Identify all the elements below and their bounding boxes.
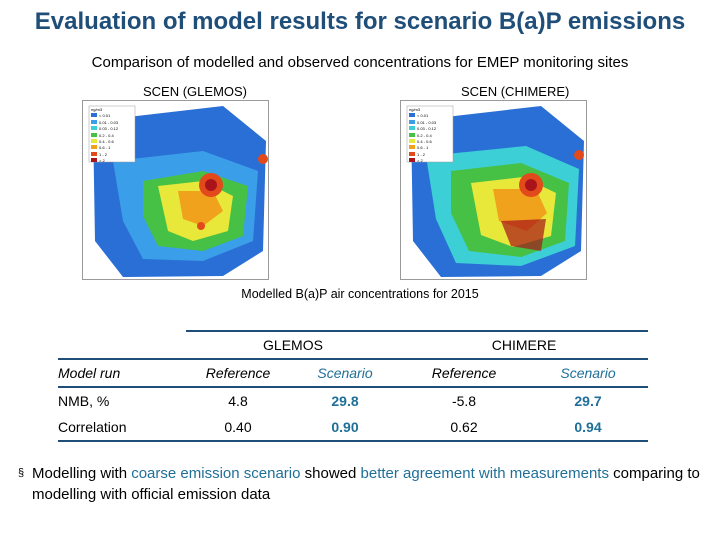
legend-entry: 0.03 - 0.12: [91, 126, 118, 132]
nmb-glemos-scenario: 29.8: [331, 393, 359, 409]
legend-swatch: [409, 126, 415, 131]
map-label-chimere: SCEN (CHIMERE): [461, 84, 570, 99]
legend-label: 0.4 - 0.6: [417, 139, 432, 145]
legend-unit: ng/m3: [409, 107, 421, 112]
legend-swatch: [409, 113, 415, 118]
legend-swatch: [91, 145, 97, 150]
header-chimere-reference: Reference: [400, 359, 528, 388]
column-header-row: Model run Reference Scenario Reference S…: [58, 359, 648, 388]
legend-label: 0.6 - 1: [417, 145, 429, 151]
legend-swatch: [91, 132, 97, 137]
legend-entry: 0.01 - 0.03: [91, 119, 119, 126]
header-model-run: Model run: [58, 359, 186, 388]
legend-entry: 1 - 2: [409, 151, 436, 158]
correlation-chimere-scenario: 0.94: [528, 414, 648, 442]
legend-swatch: [91, 119, 97, 124]
legend-entry: 0.6 - 1: [91, 145, 118, 151]
glemos-legend: ng/m3 < 0.01 0.01 - 0.03 0.03 - 0.12 0.2 - …: [91, 107, 118, 165]
legend-entries: < 0.01 0.01 - 0.03 0.03 - 0.12 0.2 - 0.4 0.4…: [409, 113, 436, 164]
legend-swatch: [91, 139, 97, 144]
legend-label: > 2: [417, 158, 423, 164]
bullet-text-part: comparing to modelling with official emi…: [32, 465, 700, 503]
legend-entry: > 2: [91, 158, 118, 164]
legend-label: 0.01 - 0.03: [99, 119, 119, 125]
legend-label: 1 - 2: [99, 151, 108, 157]
bullet-text-part: Modelling with: [32, 465, 132, 482]
glemos-map: ng/m3 < 0.01 0.01 - 0.03 0.03 - 0.12 0.2 - …: [82, 100, 269, 280]
bullet-highlight-agreement: better agreement with measurements: [360, 465, 609, 482]
legend-entry: 0.2 - 0.4: [91, 132, 118, 139]
chimere-map-image: [401, 101, 586, 279]
row-label-correlation: Correlation: [58, 414, 186, 442]
legend-entry: 1 - 2: [91, 151, 118, 158]
bullet-text: Modelling with coarse emission scenario …: [32, 463, 708, 505]
legend-swatch: [91, 158, 97, 163]
correlation-glemos-reference: 0.40: [186, 414, 290, 442]
legend-swatch: [409, 139, 415, 144]
legend-swatch: [409, 145, 415, 150]
legend-swatch: [409, 151, 415, 156]
bullet-marker-icon: §: [18, 467, 25, 479]
legend-swatch: [409, 119, 415, 124]
chimere-map: ng/m3 < 0.01 0.01 - 0.03 0.03 - 0.12 0.2 - …: [400, 100, 587, 280]
legend-label: 1 - 2: [417, 151, 426, 157]
legend-entry: 0.2 - 0.4: [409, 132, 436, 139]
legend-label: 0.2 - 0.4: [417, 132, 432, 138]
nmb-glemos-reference: 4.8: [228, 393, 248, 409]
legend-entry: 0.4 - 0.6: [91, 139, 118, 145]
legend-label: 0.01 - 0.03: [417, 119, 437, 125]
nmb-chimere-scenario: 29.7: [574, 393, 602, 409]
nmb-chimere-reference: -5.8: [451, 393, 477, 409]
legend-label: 0.6 - 1: [99, 145, 111, 151]
legend-entry: 0.4 - 0.6: [409, 139, 436, 145]
legend-label: < 0.01: [417, 113, 429, 119]
slide-title: Evaluation of model results for scenario…: [34, 8, 686, 35]
bullet-text-part: showed: [300, 465, 361, 482]
group-header-row: GLEMOS CHIMERE: [58, 330, 648, 360]
results-table: GLEMOS CHIMERE Model run Reference Scena…: [58, 330, 648, 442]
legend-label: > 2: [99, 158, 105, 164]
legend-label: < 0.01: [99, 113, 111, 119]
legend-label: 0.03 - 0.12: [417, 126, 437, 132]
bullet-highlight-coarse: coarse emission scenario: [131, 465, 301, 482]
legend-entry: < 0.01: [409, 113, 436, 119]
legend-label: 0.03 - 0.12: [99, 126, 119, 132]
legend-unit: ng/m3: [91, 107, 103, 112]
legend-entry: 0.03 - 0.12: [409, 126, 436, 132]
conclusion-bullet: § Modelling with coarse emission scenari…: [18, 463, 708, 505]
row-label-nmb: NMB, %: [58, 393, 110, 409]
header-glemos-scenario: Scenario: [290, 359, 400, 388]
header-chimere-scenario: Scenario: [528, 359, 648, 388]
legend-swatch: [91, 113, 97, 118]
slide-subtitle: Comparison of modelled and observed conc…: [91, 54, 629, 71]
legend-label: 0.4 - 0.6: [99, 139, 114, 145]
legend-entry: 0.01 - 0.03: [409, 119, 437, 126]
group-chimere: CHIMERE: [400, 330, 648, 360]
map-label-glemos: SCEN (GLEMOS): [143, 84, 248, 99]
glemos-map-image: [83, 101, 268, 279]
chimere-legend: ng/m3 < 0.01 0.01 - 0.03 0.03 - 0.12 0.2 - …: [409, 107, 436, 165]
correlation-chimere-reference: 0.62: [400, 414, 528, 442]
legend-swatch: [409, 132, 415, 137]
legend-entry: < 0.01: [91, 113, 118, 119]
map-caption: Modelled B(a)P air concentrations for 20…: [241, 287, 479, 301]
table-row: Correlation 0.40 0.90 0.62 0.94: [58, 414, 648, 442]
legend-swatch: [91, 126, 97, 131]
table-row: NMB, % 4.8 29.8 -5.8 29.7: [58, 387, 648, 414]
legend-entry: 0.6 - 1: [409, 145, 436, 151]
legend-swatch: [91, 151, 97, 156]
correlation-glemos-scenario: 0.90: [290, 414, 400, 442]
legend-entry: > 2: [409, 158, 436, 164]
legend-entries: < 0.01 0.01 - 0.03 0.03 - 0.12 0.2 - 0.4 0.4…: [91, 113, 118, 164]
header-glemos-reference: Reference: [186, 359, 290, 388]
legend-swatch: [409, 158, 415, 163]
group-glemos: GLEMOS: [186, 330, 400, 360]
legend-label: 0.2 - 0.4: [99, 132, 114, 138]
